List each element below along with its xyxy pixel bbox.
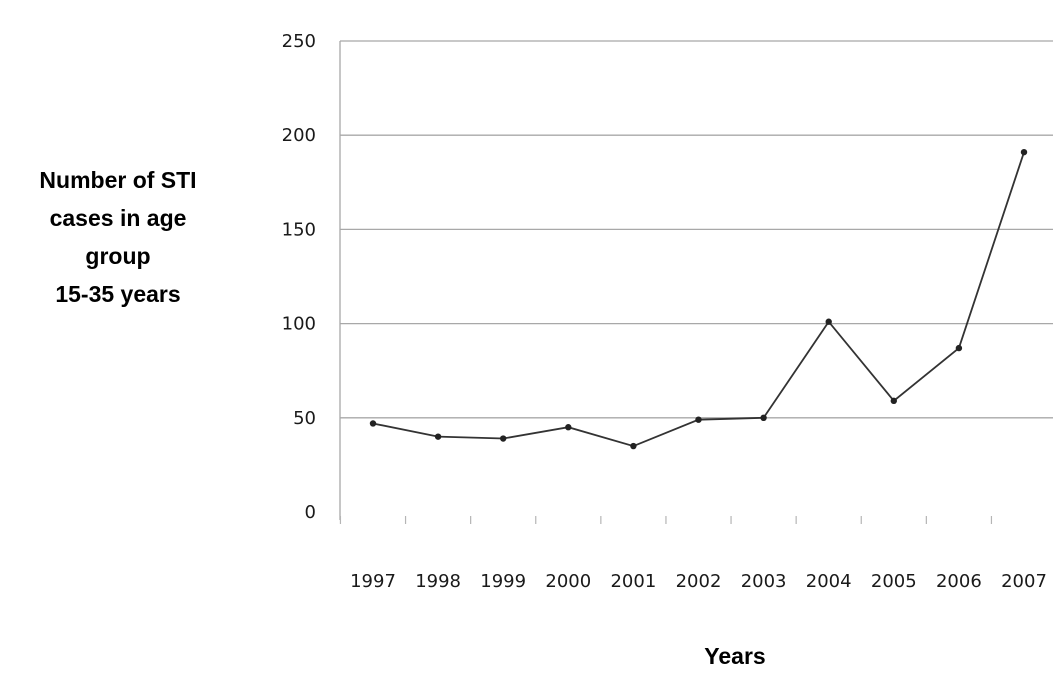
gridlines — [339, 40, 1053, 524]
x-tick-label: 2001 — [610, 571, 656, 592]
data-point — [565, 424, 572, 431]
y-tick-label: 150 — [282, 219, 316, 240]
y-axis-label-line-2: cases in age — [50, 205, 187, 231]
x-tick-label: 2007 — [1001, 571, 1047, 592]
x-tick-label: 2000 — [545, 571, 591, 592]
y-tick-labels: 0 50 100 150 200 250 — [282, 31, 316, 523]
data-point — [955, 344, 963, 352]
data-point — [369, 420, 377, 427]
y-tick-label: 50 — [293, 408, 316, 429]
y-tick-label: 200 — [282, 125, 316, 146]
series-line — [372, 151, 1025, 448]
data-point — [630, 442, 637, 450]
data-point — [890, 397, 897, 405]
y-axis-label-line-1: Number of STI — [39, 167, 196, 193]
x-tick-label: 1998 — [415, 571, 461, 592]
x-tick-label: 2003 — [741, 571, 787, 592]
x-tick-label: 1997 — [350, 571, 396, 592]
x-tick-label: 2004 — [806, 571, 852, 592]
x-tick-label: 2002 — [676, 571, 722, 592]
y-tick-label: 0 — [305, 502, 316, 523]
data-point — [434, 433, 442, 440]
data-point — [500, 435, 507, 442]
x-axis-label: Years — [704, 643, 765, 669]
y-axis-label-line-4: 15-35 years — [55, 281, 180, 307]
data-point — [695, 416, 702, 423]
x-tick-label: 2005 — [871, 571, 917, 592]
data-point — [760, 414, 767, 421]
x-tick-label: 1999 — [480, 571, 526, 592]
x-tick-label: 2006 — [936, 571, 982, 592]
x-tick-labels: 1997 1998 1999 2000 2001 2002 2003 2004 2005 2006… — [350, 571, 1047, 592]
y-axis-label-line-3: group — [85, 243, 150, 269]
series-group — [369, 148, 1028, 450]
y-tick-label: 250 — [282, 31, 316, 52]
data-point — [1020, 148, 1028, 156]
data-point — [825, 318, 832, 325]
y-tick-label: 100 — [282, 314, 316, 335]
